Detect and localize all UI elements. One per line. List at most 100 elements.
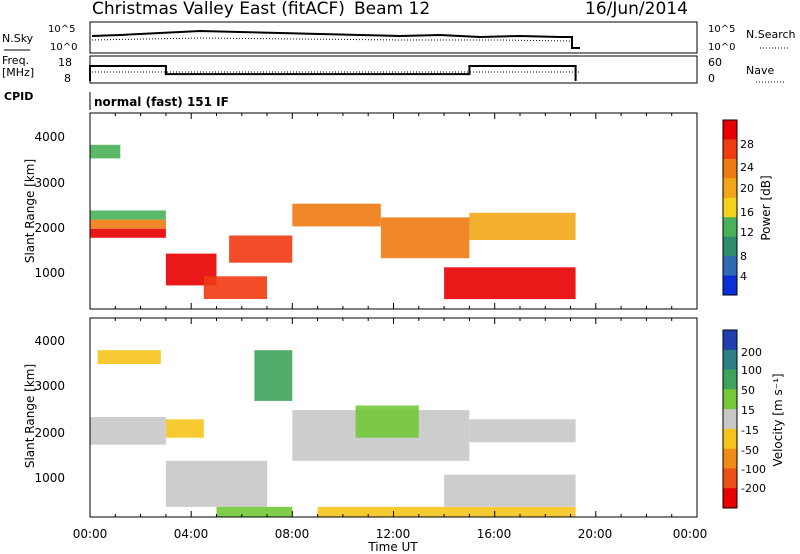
velocity-cbar-tick-minus200: -200 <box>741 482 766 495</box>
power-colorbar-swatch-8 <box>723 275 737 296</box>
power-band-2 <box>90 210 166 220</box>
velocity-colorbar-swatch-2 <box>723 369 737 390</box>
power-band-10 <box>444 267 576 300</box>
velocity-colorbar-ticks: 200 100 50 15 -15 -50 -100 -200 <box>741 346 766 495</box>
velocity-cbar-tick-15: 15 <box>741 404 755 417</box>
plot-date: 16/Jun/2014 <box>585 0 688 19</box>
xtick-0000: 00:00 <box>73 527 108 541</box>
velocity-band-0 <box>90 417 166 445</box>
xtick-1600: 16:00 <box>477 527 512 541</box>
velocity-band-8 <box>444 474 576 507</box>
power-colorbar-swatch-0 <box>723 120 737 140</box>
velocity-colorbar-swatch-8 <box>723 488 737 509</box>
velocity-colorbar <box>723 330 737 509</box>
power-band-9 <box>469 212 576 240</box>
power-colorbar <box>723 120 737 296</box>
power-band-6 <box>229 235 293 263</box>
velocity-colorbar-label: Velocity [m s⁻¹] <box>771 373 785 466</box>
velocity-cbar-tick-50: 50 <box>741 384 755 397</box>
velocity-colorbar-swatch-5 <box>723 428 737 450</box>
power-band-7 <box>292 203 381 227</box>
nsearch-trace <box>91 37 573 42</box>
nsky-panel-frame <box>89 21 698 54</box>
velocity-band-6 <box>355 405 419 438</box>
beam-label: Beam 12 <box>354 0 430 19</box>
power-colorbar-swatch-6 <box>723 236 737 257</box>
velocity-ytick-2000: 2000 <box>34 426 65 440</box>
xtick-1200: 12:00 <box>376 527 411 541</box>
velocity-cbar-tick-minus50: -50 <box>741 444 759 457</box>
power-colorbar-swatch-3 <box>723 178 737 199</box>
velocity-band-9 <box>216 506 293 517</box>
velocity-colorbar-frame <box>722 329 738 509</box>
freq-label-line2: [MHz] <box>2 66 34 79</box>
nsky-right-tick-top: 10^5 <box>708 24 735 35</box>
cpid-label: CPID <box>4 90 33 103</box>
velocity-band-2 <box>165 460 268 507</box>
velocity-ytick-4000: 4000 <box>34 334 65 348</box>
velocity-band-10 <box>317 506 576 517</box>
power-colorbar-swatch-7 <box>723 256 737 276</box>
power-ytick-3000: 3000 <box>34 176 65 190</box>
freq-right-tick-top: 60 <box>708 56 722 69</box>
xtick-2000: 20:00 <box>578 527 613 541</box>
freq-trace <box>89 65 577 81</box>
nsky-label: N.Sky <box>2 32 34 45</box>
x-axis-label: Time UT <box>367 540 418 554</box>
velocity-band-4 <box>254 350 293 401</box>
xtick-2400: 00:00 <box>673 527 708 541</box>
power-cbar-tick-4: 4 <box>740 270 747 283</box>
velocity-colorbar-swatch-0 <box>723 330 737 351</box>
power-band-3 <box>90 144 121 159</box>
velocity-colorbar-swatch-1 <box>723 349 737 371</box>
power-band-0 <box>90 228 166 238</box>
power-band-1 <box>90 219 166 229</box>
velocity-ylabel: Slant Range [km] <box>23 364 37 468</box>
power-cbar-tick-20: 20 <box>740 182 754 195</box>
velocity-colorbar-swatch-7 <box>723 468 737 489</box>
freq-label-line1: Freq. <box>2 54 29 67</box>
velocity-colorbar-swatch-3 <box>723 389 737 410</box>
velocity-ytick-1000: 1000 <box>34 471 65 485</box>
time-x-axis: 00:00 04:00 08:00 12:00 16:00 20:00 00:0… <box>73 113 708 541</box>
power-colorbar-swatch-4 <box>723 197 737 218</box>
velocity-cbar-tick-minus100: -100 <box>741 463 766 476</box>
power-y-axis: 1000 2000 3000 4000 <box>34 130 65 280</box>
power-colorbar-swatch-2 <box>723 158 737 179</box>
xtick-0800: 08:00 <box>275 527 310 541</box>
power-cbar-tick-24: 24 <box>740 161 754 174</box>
freq-left-tick-bottom: 8 <box>64 72 71 85</box>
velocity-heatmap <box>90 350 576 517</box>
power-ytick-2000: 2000 <box>34 221 65 235</box>
velocity-band-1 <box>97 350 161 364</box>
velocity-ytick-3000: 3000 <box>34 379 65 393</box>
xtick-0400: 04:00 <box>174 527 209 541</box>
freq-panel-frame <box>89 55 698 84</box>
velocity-cbar-tick-minus15: -15 <box>741 424 759 437</box>
nsky-trace <box>91 29 580 49</box>
velocity-y-axis: 1000 2000 3000 4000 <box>34 334 65 485</box>
power-cbar-tick-8: 8 <box>740 250 747 263</box>
nave-legend-label: Nave <box>746 64 774 77</box>
power-cbar-tick-12: 12 <box>740 226 754 239</box>
power-ylabel: Slant Range [km] <box>23 159 37 263</box>
velocity-colorbar-swatch-6 <box>723 448 737 469</box>
freq-left-tick-top: 18 <box>58 56 72 69</box>
power-band-5 <box>203 276 267 299</box>
velocity-cbar-tick-200: 200 <box>741 346 762 359</box>
freq-right-tick-bottom: 0 <box>708 72 715 85</box>
power-ytick-4000: 4000 <box>34 130 65 144</box>
velocity-cbar-tick-100: 100 <box>741 364 762 377</box>
power-heatmap <box>90 144 576 300</box>
power-colorbar-label: Power [dB] <box>759 175 773 240</box>
power-ytick-1000: 1000 <box>34 266 65 280</box>
velocity-band-7 <box>469 419 576 443</box>
plot-title: Christmas Valley East (fitACF) <box>92 0 345 19</box>
nsky-left-tick-bottom: 10^0 <box>50 42 77 53</box>
velocity-band-3 <box>165 419 204 438</box>
cpid-text: normal (fast) 151 IF <box>94 95 229 109</box>
power-colorbar-ticks: 4 8 12 16 20 24 28 <box>740 138 754 283</box>
power-cbar-tick-16: 16 <box>740 206 754 219</box>
power-colorbar-swatch-1 <box>723 139 737 160</box>
